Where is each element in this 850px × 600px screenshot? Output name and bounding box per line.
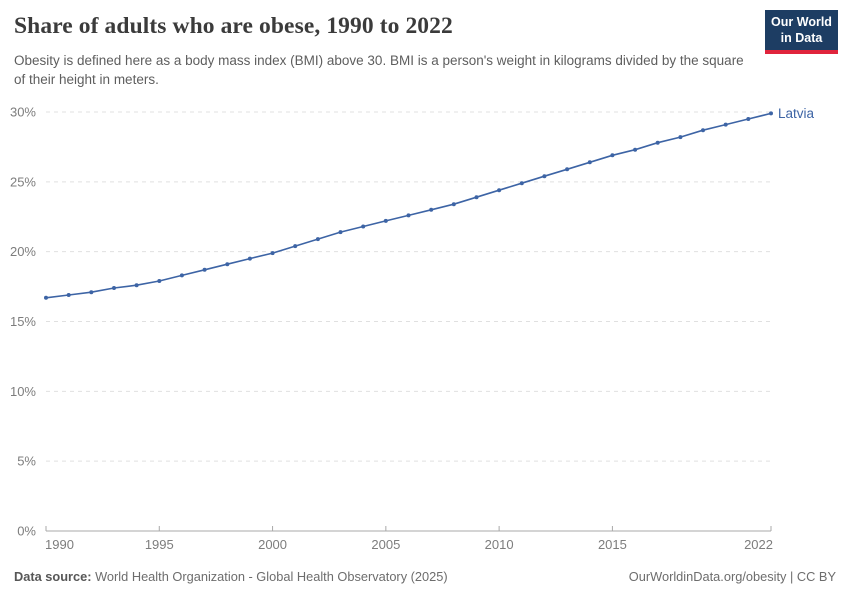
chart-subtitle: Obesity is defined here as a body mass i… [14,53,744,87]
owid-url-link[interactable]: OurWorldinData.org/obesity [628,569,787,584]
data-point[interactable] [383,218,388,223]
y-axis-tick-label: 0% [17,524,36,539]
owid-logo-text-line2: in Data [780,30,823,45]
data-point[interactable] [406,213,411,218]
owid-logo-text-line1: Our World [771,15,832,29]
data-point[interactable] [633,147,638,152]
data-point[interactable] [134,283,139,288]
data-source-value: World Health Organization - Global Healt… [91,569,448,584]
data-point[interactable] [338,230,343,235]
y-axis-tick-label: 10% [10,384,36,399]
data-point[interactable] [519,181,524,186]
data-source-note: Data source: World Health Organization -… [14,569,448,584]
data-point[interactable] [361,224,366,229]
y-axis-tick-label: 30% [10,105,36,120]
data-point[interactable] [270,251,275,256]
data-point[interactable] [723,122,728,127]
footer-attribution: OurWorldinData.org/obesity | CC BY [629,569,836,584]
data-point[interactable] [89,290,94,295]
data-point[interactable] [587,160,592,165]
data-point[interactable] [157,279,162,283]
x-axis-tick-label: 2005 [371,537,400,552]
x-axis-tick-label: 1995 [145,537,174,552]
data-point[interactable] [769,111,773,116]
data-point[interactable] [746,117,751,121]
chart-footer: Data source: World Health Organization -… [14,569,836,584]
data-point[interactable] [429,207,434,212]
data-point[interactable] [542,174,547,179]
x-axis-tick-label: 2022 [744,537,773,552]
data-point[interactable] [565,167,570,172]
data-point[interactable] [474,195,479,200]
entity-label[interactable]: Latvia [778,106,815,121]
x-axis-tick-label: 1990 [45,537,74,552]
data-point[interactable] [701,128,705,133]
y-axis-tick-label: 15% [10,314,36,329]
x-axis-tick-label: 2000 [258,537,287,552]
y-axis-tick-label: 25% [10,174,36,189]
footer-separator: | [786,569,797,584]
data-point[interactable] [112,286,116,290]
data-point[interactable] [610,153,615,158]
data-point[interactable] [315,237,320,242]
x-axis-tick-label: 2010 [485,537,514,552]
data-point[interactable] [202,267,207,272]
owid-logo[interactable]: Our World in Data [765,10,838,54]
data-point[interactable] [247,256,252,261]
x-axis-tick-label: 2015 [598,537,627,552]
data-point[interactable] [179,273,184,278]
data-point[interactable] [678,135,683,140]
data-point[interactable] [66,293,71,297]
series-line[interactable] [45,112,772,299]
data-point[interactable] [655,140,660,145]
y-axis-tick-label: 5% [17,454,36,469]
data-point[interactable] [44,295,48,300]
license-badge: CC BY [796,569,836,584]
data-point[interactable] [497,188,502,193]
data-point[interactable] [451,202,456,207]
y-axis-tick-label: 20% [10,244,36,259]
page-title: Share of adults who are obese, 1990 to 2… [14,13,453,39]
data-point[interactable] [293,244,298,249]
data-point[interactable] [225,262,230,267]
data-source-label: Data source: [14,569,92,584]
